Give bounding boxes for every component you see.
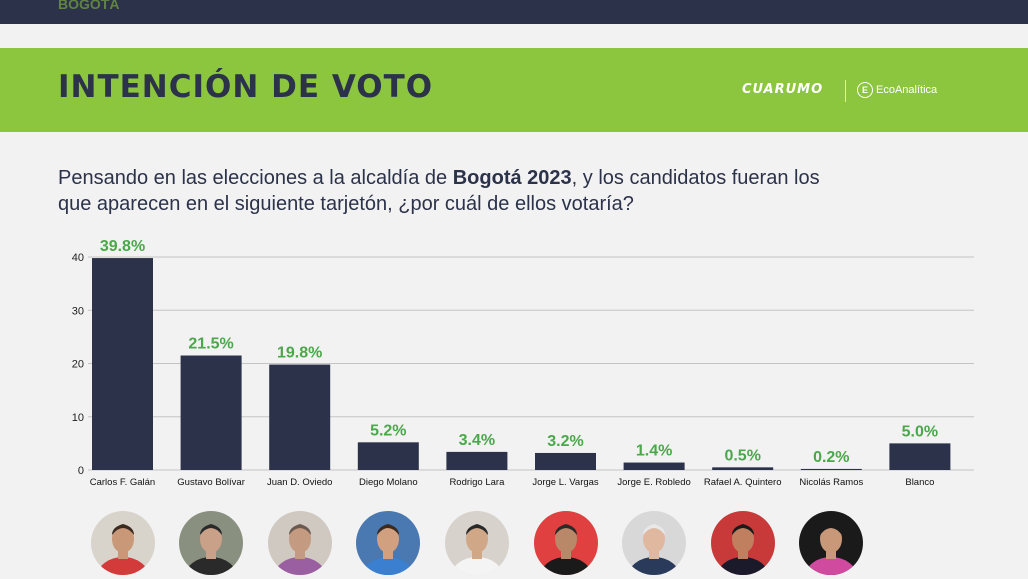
question-part1: Pensando en las elecciones a la alcaldía…: [58, 167, 453, 189]
title-banner: INTENCIÓN DE VOTO CUARUMO E EcoAnalítica: [0, 48, 1028, 132]
candidate-photo: [710, 511, 775, 575]
data-label: 3.4%: [459, 432, 495, 449]
y-tick-label: 40: [72, 252, 84, 264]
person-avatar-icon: [539, 524, 592, 575]
bar: [357, 442, 419, 470]
category-label: Nicolás Ramos: [799, 477, 863, 488]
top-bar: BOGOTÁ: [0, 0, 1028, 24]
city-label: BOGOTÁ: [58, 0, 120, 12]
data-label: 21.5%: [188, 336, 233, 353]
cuarumo-logo: CUARUMO: [742, 82, 824, 97]
person-avatar-icon: [451, 524, 503, 575]
category-label: Carlos F. Galán: [90, 477, 155, 488]
logo-divider: [845, 80, 846, 102]
data-label: 5.2%: [370, 422, 406, 439]
person-avatar-icon: [96, 524, 149, 575]
candidate-photo: [356, 511, 421, 575]
person-avatar-icon: [716, 524, 769, 575]
page-title: INTENCIÓN DE VOTO: [58, 69, 434, 105]
category-label: Jorge E. Robledo: [617, 477, 690, 488]
candidate-photo: [622, 511, 687, 575]
ecoanalitica-label: EcoAnalítica: [876, 84, 938, 96]
category-label: Diego Molano: [359, 477, 418, 488]
bar: [712, 467, 774, 470]
bar: [180, 355, 242, 470]
category-label: Blanco: [905, 477, 934, 488]
category-label: Gustavo Bolívar: [177, 477, 245, 488]
candidate-photo: [90, 511, 155, 575]
data-label: 1.4%: [636, 443, 672, 460]
bar: [269, 364, 331, 470]
candidate-photo: [267, 511, 332, 575]
candidate-photo: [444, 511, 509, 575]
data-label: 5.0%: [902, 423, 938, 440]
y-tick-label: 30: [72, 305, 84, 317]
ecoanalitica-mark-icon: E: [857, 82, 873, 98]
person-avatar-icon: [185, 524, 237, 575]
candidate-photo: [799, 511, 864, 575]
data-label: 39.8%: [100, 238, 145, 255]
bar: [889, 443, 951, 470]
category-label: Juan D. Oviedo: [267, 477, 332, 488]
y-tick-label: 20: [72, 359, 84, 371]
bar: [92, 258, 153, 470]
data-label: 3.2%: [547, 433, 583, 450]
bar: [446, 451, 508, 470]
bar: [623, 462, 685, 470]
person-avatar-icon: [273, 524, 326, 575]
person-avatar-icon: [362, 524, 415, 575]
candidate-photo: [533, 511, 598, 575]
category-label: Rafael A. Quintero: [704, 477, 782, 488]
bar: [800, 468, 862, 470]
data-label: 0.5%: [724, 447, 760, 464]
category-label: Jorge L. Vargas: [532, 477, 599, 488]
y-tick-label: 10: [72, 412, 84, 424]
ecoanalitica-logo: E EcoAnalítica: [857, 82, 937, 98]
survey-question: Pensando en las elecciones a la alcaldía…: [58, 165, 858, 217]
bar: [535, 452, 596, 470]
category-label: Rodrigo Lara: [449, 477, 505, 488]
candidate-photo: [179, 511, 244, 575]
question-part2: , y los candidatos fueran los que aparec…: [58, 167, 820, 215]
data-label: 19.8%: [277, 345, 322, 362]
question-bold: Bogotá 2023: [452, 167, 572, 189]
person-avatar-icon: [628, 524, 680, 575]
y-tick-label: 0: [78, 465, 84, 477]
person-avatar-icon: [805, 524, 858, 575]
vote-intention-chart: 0 10 20 30 40 39.8% Carlos F. Galán 21.5% Gustav…: [72, 238, 974, 488]
data-label: 0.2%: [813, 449, 849, 466]
